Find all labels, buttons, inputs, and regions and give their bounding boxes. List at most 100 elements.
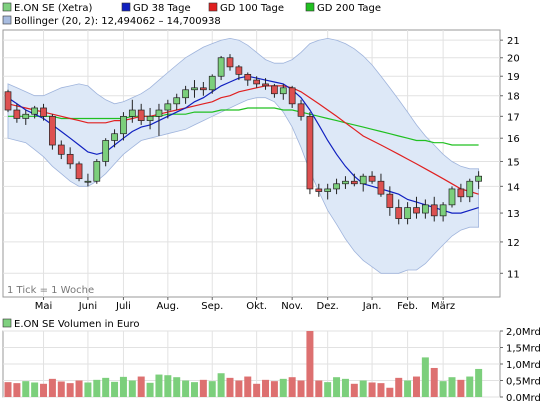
- candle: [13, 103, 21, 123]
- volume-bar: [155, 374, 163, 397]
- legend-swatch-eon: [2, 2, 12, 12]
- volume-bar: [164, 375, 172, 397]
- legend-label-eon: E.ON SE (Xetra): [14, 3, 92, 14]
- candlesticks: [4, 54, 482, 225]
- volume-bar: [199, 379, 207, 397]
- candle: [279, 83, 287, 100]
- candle: [404, 202, 411, 225]
- candle-body: [146, 115, 154, 121]
- candle-body: [164, 103, 172, 111]
- candle-body: [359, 175, 367, 185]
- candle: [377, 173, 385, 197]
- volume-bar: [457, 379, 465, 397]
- candle-body: [4, 91, 12, 111]
- candle-body: [271, 85, 278, 95]
- candle: [350, 173, 358, 187]
- candle: [306, 112, 314, 195]
- candle: [324, 183, 332, 200]
- candle: [120, 112, 127, 141]
- gd38-line: [7, 75, 479, 214]
- price-x-tick-label: Nov.: [281, 301, 303, 312]
- candle-body: [120, 115, 127, 135]
- candle-body: [31, 107, 38, 115]
- price-y-tick-label: 20: [507, 54, 520, 65]
- volume-y-tick-label: 0,0Mrd: [506, 393, 541, 401]
- candle-body: [306, 115, 314, 190]
- volume-y-tick-label: 1,0Mrd: [506, 360, 541, 371]
- volume-bar: [217, 373, 225, 397]
- candle: [262, 78, 269, 90]
- candle-body: [111, 133, 118, 141]
- candle: [173, 93, 181, 111]
- volume-bar: [40, 383, 48, 397]
- legend-item-eon: E.ON SE (Xetra): [2, 2, 92, 14]
- candle: [359, 173, 367, 192]
- candle: [297, 99, 305, 121]
- volume-bar: [119, 376, 127, 397]
- candle: [466, 178, 474, 203]
- candle: [182, 85, 189, 104]
- candle-body: [66, 153, 74, 165]
- candle-body: [40, 107, 47, 117]
- price-x-tick-label: März: [431, 301, 455, 312]
- candle-body: [439, 204, 447, 217]
- volume-bar: [75, 380, 83, 397]
- tick-note: 1 Tick = 1 Woche: [7, 285, 94, 296]
- legend-swatch-gd100: [208, 2, 218, 12]
- volume-bar: [448, 377, 456, 397]
- volume-bar: [412, 376, 420, 397]
- candle-body: [253, 79, 260, 85]
- candle: [57, 140, 65, 160]
- price-y-tick-label: 15: [507, 157, 520, 168]
- volume-bar: [173, 377, 181, 397]
- candle: [333, 178, 340, 195]
- candle: [439, 202, 447, 222]
- candle: [235, 65, 243, 81]
- volume-y-tick-label: 1,5Mrd: [506, 344, 541, 355]
- volume-bar: [350, 383, 358, 397]
- volume-bar: [475, 368, 483, 397]
- candle: [342, 176, 349, 189]
- volume-bar: [4, 382, 12, 397]
- candle: [395, 199, 403, 225]
- candle: [200, 81, 207, 96]
- price-panel: 11 12 13 14 15 16 17 18 19 20 21 Mai Juni Juli Aug. Se…: [2, 29, 520, 312]
- candle: [475, 171, 482, 189]
- candle-body: [315, 188, 323, 192]
- candle: [413, 196, 420, 219]
- candle-body: [137, 109, 145, 121]
- candle-body: [324, 188, 332, 192]
- volume-title-swatch: [2, 318, 12, 328]
- candle-body: [413, 207, 420, 214]
- candle: [457, 183, 465, 203]
- price-x-tick-label: Okt.: [246, 301, 267, 312]
- volume-bar: [306, 331, 314, 397]
- candle-body: [13, 109, 21, 119]
- candle-body: [93, 161, 101, 182]
- candle: [146, 107, 154, 130]
- candle-body: [377, 180, 385, 195]
- candle-body: [217, 57, 225, 77]
- volume-bar: [439, 381, 447, 397]
- candle: [102, 138, 110, 167]
- gd200-line: [8, 107, 479, 146]
- price-y-tick-label: 14: [507, 182, 520, 193]
- candle: [22, 110, 30, 125]
- candle-body: [57, 144, 65, 155]
- volume-y-tick-label: 0,5Mrd: [506, 377, 541, 388]
- volume-bar: [341, 378, 349, 397]
- candle-body: [235, 66, 243, 75]
- legend-label-gd200: GD 200 Tage: [317, 3, 381, 14]
- volume-bars: [4, 331, 483, 397]
- price-y-tick-label: 19: [507, 72, 520, 83]
- candle-body: [475, 175, 482, 182]
- price-y-tick-label: 21: [507, 36, 520, 47]
- volume-bar: [93, 379, 101, 397]
- volume-bar: [57, 381, 65, 397]
- candle: [244, 72, 252, 86]
- candle-body: [208, 75, 216, 91]
- legend-label-bollinger: Bollinger (20, 2): 12,494062 – 14,700938: [14, 16, 221, 27]
- candle-body: [457, 188, 465, 198]
- volume-y-axis: 0,0Mrd 0,5Mrd 1,0Mrd 1,5Mrd 2,0Mrd: [500, 327, 541, 401]
